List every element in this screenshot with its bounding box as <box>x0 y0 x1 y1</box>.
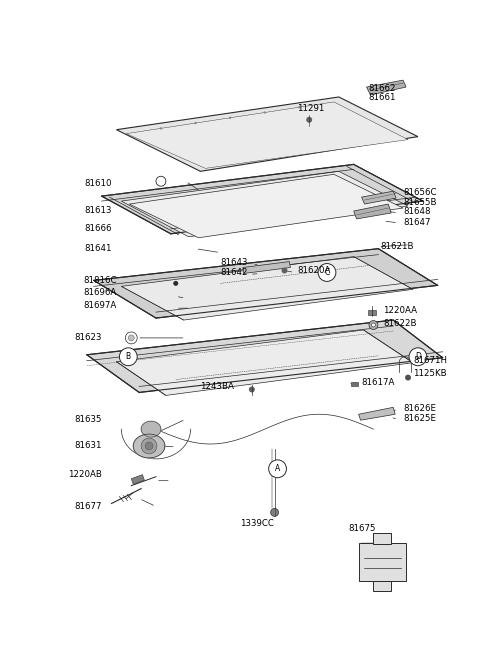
Text: 11291: 11291 <box>297 104 324 113</box>
Polygon shape <box>102 164 423 234</box>
Text: 81625E: 81625E <box>403 414 436 422</box>
Text: 81622B: 81622B <box>384 318 417 328</box>
Text: 81696A: 81696A <box>83 288 117 297</box>
Text: 81661: 81661 <box>369 94 396 102</box>
Circle shape <box>156 176 166 186</box>
Text: 81648: 81648 <box>403 208 431 217</box>
Circle shape <box>173 281 178 286</box>
Polygon shape <box>121 172 408 236</box>
Polygon shape <box>121 257 413 320</box>
Circle shape <box>271 508 278 516</box>
Polygon shape <box>94 249 438 318</box>
Text: 81647: 81647 <box>403 218 431 227</box>
Circle shape <box>269 460 287 477</box>
Polygon shape <box>117 330 413 396</box>
Text: 81671H: 81671H <box>413 356 447 365</box>
Text: C: C <box>324 268 330 277</box>
Text: A: A <box>275 464 280 474</box>
Circle shape <box>405 375 411 381</box>
Text: 81623: 81623 <box>74 333 102 343</box>
Text: 81613: 81613 <box>84 206 111 215</box>
Text: 81617A: 81617A <box>361 378 395 387</box>
Text: 81655B: 81655B <box>403 198 437 206</box>
Circle shape <box>372 323 375 327</box>
Circle shape <box>306 117 312 122</box>
Circle shape <box>229 117 231 119</box>
Polygon shape <box>359 407 395 421</box>
Text: 81697A: 81697A <box>83 301 117 310</box>
Circle shape <box>125 332 137 344</box>
Text: 1243BA: 1243BA <box>201 382 234 391</box>
Circle shape <box>249 386 255 392</box>
Text: B: B <box>126 352 131 362</box>
Text: 1220AB: 1220AB <box>68 470 102 479</box>
Text: 81675: 81675 <box>349 524 376 533</box>
Bar <box>131 475 144 484</box>
Text: 81631: 81631 <box>74 441 102 451</box>
Circle shape <box>369 320 378 329</box>
Circle shape <box>120 348 137 365</box>
Polygon shape <box>141 421 161 437</box>
Text: 81621B: 81621B <box>380 242 414 251</box>
Text: 81642: 81642 <box>220 268 248 277</box>
Circle shape <box>264 111 266 114</box>
Circle shape <box>194 122 197 124</box>
Circle shape <box>318 263 336 282</box>
Text: 81656C: 81656C <box>403 188 437 196</box>
Bar <box>351 382 358 386</box>
Circle shape <box>160 127 162 130</box>
Polygon shape <box>133 434 165 458</box>
Text: 81666: 81666 <box>84 225 111 233</box>
Text: 1220AA: 1220AA <box>384 306 417 314</box>
Circle shape <box>141 438 157 454</box>
Bar <box>373 581 391 591</box>
Bar <box>369 310 376 315</box>
Polygon shape <box>354 204 391 219</box>
Circle shape <box>281 267 288 273</box>
Text: 81626E: 81626E <box>403 404 436 413</box>
Polygon shape <box>367 80 406 95</box>
Circle shape <box>409 348 427 365</box>
Text: 81641: 81641 <box>84 244 111 253</box>
Text: 81620A: 81620A <box>297 266 331 275</box>
Circle shape <box>145 442 153 450</box>
Polygon shape <box>117 97 418 172</box>
Circle shape <box>298 106 300 109</box>
Text: 1339CC: 1339CC <box>240 519 274 528</box>
Bar <box>359 543 406 581</box>
Polygon shape <box>126 102 408 168</box>
Polygon shape <box>87 320 443 392</box>
Text: D: D <box>415 352 421 362</box>
Polygon shape <box>361 191 396 204</box>
Text: 81643: 81643 <box>220 258 248 267</box>
Text: 81610: 81610 <box>84 179 111 188</box>
Text: 1125KB: 1125KB <box>413 369 446 378</box>
Polygon shape <box>243 261 290 273</box>
Text: 81677: 81677 <box>74 502 102 511</box>
Polygon shape <box>129 174 403 238</box>
Bar <box>373 533 391 544</box>
Circle shape <box>128 335 134 341</box>
Text: 81662: 81662 <box>369 84 396 92</box>
Text: 81816C: 81816C <box>83 276 117 285</box>
Text: 81635: 81635 <box>74 415 102 424</box>
